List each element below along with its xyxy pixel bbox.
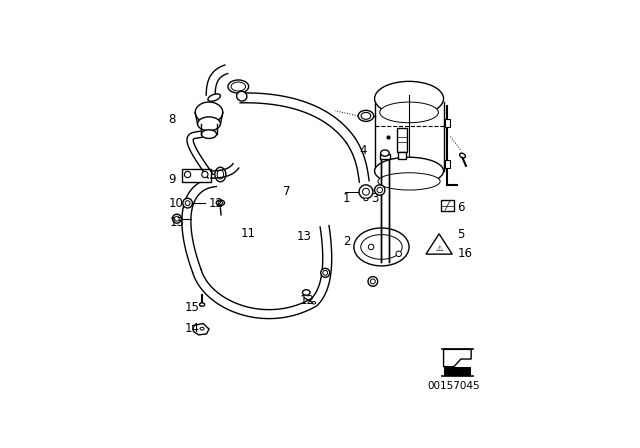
Ellipse shape: [374, 157, 444, 185]
Ellipse shape: [381, 150, 389, 156]
Ellipse shape: [216, 200, 225, 206]
Ellipse shape: [374, 82, 444, 116]
Text: 12: 12: [209, 197, 223, 210]
Circle shape: [362, 188, 369, 195]
Polygon shape: [187, 131, 213, 178]
Ellipse shape: [460, 153, 465, 158]
Polygon shape: [193, 270, 316, 319]
Text: 3: 3: [371, 192, 378, 205]
Polygon shape: [182, 168, 211, 182]
Ellipse shape: [200, 327, 204, 330]
Bar: [398, 152, 406, 159]
Text: 16: 16: [458, 247, 472, 260]
Ellipse shape: [312, 302, 316, 304]
Ellipse shape: [380, 102, 438, 123]
Ellipse shape: [200, 303, 205, 306]
Text: 1: 1: [343, 192, 351, 205]
Circle shape: [359, 185, 373, 198]
Ellipse shape: [228, 80, 249, 93]
Circle shape: [368, 276, 378, 286]
Text: 8: 8: [168, 113, 176, 126]
Ellipse shape: [358, 110, 374, 121]
Circle shape: [323, 271, 328, 275]
Text: 6: 6: [458, 201, 465, 214]
Ellipse shape: [198, 117, 220, 131]
Bar: [441, 200, 454, 211]
Ellipse shape: [208, 94, 220, 101]
Circle shape: [202, 172, 208, 177]
Text: 15: 15: [185, 301, 200, 314]
Ellipse shape: [218, 201, 223, 204]
Text: 4: 4: [359, 144, 367, 157]
Ellipse shape: [195, 102, 223, 123]
Ellipse shape: [231, 82, 246, 91]
Text: 00157045: 00157045: [428, 381, 480, 391]
Polygon shape: [193, 323, 209, 335]
Text: 11: 11: [241, 227, 256, 240]
Text: 7: 7: [283, 185, 291, 198]
Ellipse shape: [361, 112, 371, 119]
Ellipse shape: [364, 198, 368, 201]
Bar: [397, 128, 407, 152]
Ellipse shape: [202, 130, 216, 138]
Text: 5: 5: [458, 228, 465, 241]
Circle shape: [396, 251, 401, 257]
Polygon shape: [182, 177, 216, 273]
Text: 10: 10: [168, 197, 184, 210]
Polygon shape: [211, 164, 239, 178]
Circle shape: [377, 187, 383, 193]
Polygon shape: [311, 226, 332, 305]
Circle shape: [369, 244, 374, 250]
Polygon shape: [240, 93, 355, 143]
Ellipse shape: [354, 228, 409, 266]
Circle shape: [185, 201, 190, 206]
Circle shape: [172, 214, 181, 223]
Text: 14: 14: [185, 322, 200, 335]
Ellipse shape: [217, 170, 223, 179]
Ellipse shape: [361, 235, 402, 259]
Ellipse shape: [237, 91, 247, 101]
Bar: [445, 119, 451, 127]
Circle shape: [374, 185, 385, 195]
Ellipse shape: [303, 290, 310, 295]
Polygon shape: [346, 137, 369, 182]
Polygon shape: [426, 234, 452, 254]
Text: 2: 2: [343, 235, 351, 248]
Polygon shape: [206, 65, 228, 95]
Text: 12: 12: [300, 294, 315, 307]
Text: 9: 9: [168, 173, 176, 186]
Bar: [445, 160, 451, 168]
Text: 13: 13: [296, 230, 311, 243]
Polygon shape: [444, 349, 471, 366]
Circle shape: [321, 268, 330, 277]
Text: 13: 13: [170, 216, 185, 229]
Bar: [380, 154, 390, 159]
Bar: [444, 367, 471, 375]
Circle shape: [183, 198, 193, 208]
Circle shape: [371, 279, 375, 284]
Ellipse shape: [378, 173, 440, 190]
Circle shape: [175, 216, 179, 221]
Text: ⚠: ⚠: [435, 244, 443, 253]
Circle shape: [184, 172, 191, 177]
Ellipse shape: [215, 167, 226, 182]
